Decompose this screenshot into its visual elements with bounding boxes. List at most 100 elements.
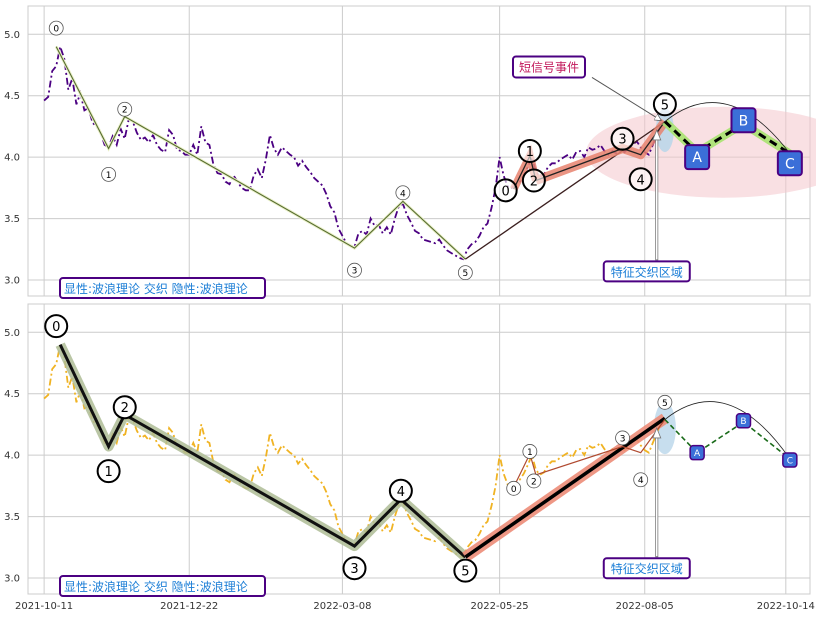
short-wave-label-circle <box>615 430 630 446</box>
short-wave-label: 5 <box>662 399 668 409</box>
short-wave-label-circle <box>526 473 542 489</box>
short-wave-label: 5 <box>661 98 669 113</box>
legend-box <box>59 277 266 299</box>
short-wave-label-circle <box>652 92 677 117</box>
x-tick-label: 2022-08-05 <box>616 601 674 612</box>
wave-label: 3 <box>350 562 358 577</box>
wave-line <box>58 343 467 559</box>
projection-line <box>664 418 791 460</box>
y-tick-label: 3.5 <box>4 214 20 225</box>
short-wave-label: 3 <box>618 133 626 148</box>
wave-label-circle <box>342 556 367 581</box>
wave-label-circle <box>96 459 121 484</box>
y-tick-label: 5.0 <box>4 30 20 41</box>
wave-label-circle <box>395 185 411 201</box>
zone-label: 特征交织区域 <box>611 561 683 576</box>
zone-label: 特征交织区域 <box>611 264 683 279</box>
wave-label-circle <box>44 314 69 339</box>
projection-label: A <box>692 150 702 166</box>
short-wave-line <box>513 419 666 488</box>
zone-label-box <box>602 260 691 283</box>
wave-label: 2 <box>121 401 129 416</box>
wave-label: 2 <box>122 106 128 116</box>
wave-label: 4 <box>400 189 406 199</box>
wave-label-circle <box>457 265 473 281</box>
short-wave-label: 0 <box>502 184 510 199</box>
wave-label: 0 <box>52 320 60 335</box>
short-wave-label-circle <box>521 168 546 193</box>
projection-label: B <box>740 417 746 427</box>
wave-label-circle <box>453 558 478 583</box>
panel-frame <box>27 303 811 595</box>
projection-box <box>730 107 757 134</box>
projection-label: B <box>739 113 749 129</box>
y-tick-label: 3.0 <box>4 276 20 287</box>
short-wave-label: 4 <box>638 476 644 486</box>
projection-line <box>663 120 791 155</box>
wave-label-circle <box>101 166 117 182</box>
wave-label: 4 <box>397 485 405 500</box>
wave-label: 1 <box>104 465 112 480</box>
projection-label: A <box>694 449 701 459</box>
bottom-panel: 3.0 3.5 4.0 4.5 5.0 0 1 2 3 4 5 0 1 2 3 4 5 A B C 特征交织区域显性:波… <box>4 303 811 597</box>
x-axis: 2021-10-11 2021-12-22 2022-03-08 2022-05-25… <box>15 601 815 612</box>
x-tick-label: 2022-10-14 <box>757 601 815 612</box>
y-tick-label: 3.5 <box>4 512 20 523</box>
zone-label-box <box>602 557 691 580</box>
wave-label-circle <box>117 101 133 117</box>
y-tick-label: 4.0 <box>4 451 20 462</box>
short-wave-label: 0 <box>511 485 517 495</box>
short-wave-label-circle <box>517 139 542 163</box>
short-wave-label: 2 <box>530 174 538 189</box>
wave-label-circle <box>112 395 137 420</box>
projection-box <box>689 444 705 461</box>
wave-label-circle <box>48 20 64 36</box>
event-arrow <box>591 77 661 120</box>
projection-box <box>684 144 711 171</box>
x-tick-label: 2021-12-22 <box>160 601 218 612</box>
x-tick-label: 2022-05-25 <box>471 601 529 612</box>
short-wave-label-circle <box>657 394 673 410</box>
y-tick-label: 4.0 <box>4 153 20 164</box>
legend-label: 显性:波浪理论 交织 隐性:波浪理论 <box>64 281 248 296</box>
x-tick-label: 2022-03-08 <box>313 601 371 612</box>
legend-label: 显性:波浪理论 交织 隐性:波浪理论 <box>64 579 248 594</box>
short-wave-label-circle <box>506 480 522 496</box>
trend-line <box>464 416 666 559</box>
x-tick-label: 2021-10-11 <box>15 601 73 612</box>
wave-label: 1 <box>106 171 112 181</box>
short-wave-label-circle <box>610 126 635 151</box>
wave-label-circle <box>388 478 413 503</box>
event-label-box <box>511 55 586 79</box>
price-series-line <box>43 341 666 559</box>
y-tick-label: 4.5 <box>4 389 20 400</box>
projection-box <box>735 412 752 429</box>
projection-label: C <box>787 457 793 467</box>
projection-arc <box>664 102 791 154</box>
short-wave-label-circle <box>522 444 538 459</box>
short-wave-label: 4 <box>637 173 645 188</box>
top-panel: 3.0 3.5 4.0 4.5 5.0 0 1 2 3 4 5 0 1 2 3 4 5 A B C 特征交织区域显性:波… <box>4 5 816 299</box>
short-wave-label: 2 <box>531 477 537 487</box>
short-wave-label: 1 <box>526 145 534 160</box>
short-wave-label: 1 <box>527 448 533 458</box>
wave-label: 5 <box>462 269 468 279</box>
projection-arc <box>664 401 791 460</box>
y-tick-label: 3.0 <box>4 574 20 585</box>
short-wave-label: 3 <box>620 434 626 444</box>
short-wave-label-circle <box>633 472 649 488</box>
wave-label: 5 <box>461 565 469 580</box>
projection-label: C <box>785 156 795 172</box>
y-tick-label: 5.0 <box>4 328 20 339</box>
wave-label-circle <box>347 262 362 278</box>
zone-pointer-head <box>652 129 662 141</box>
price-series-line <box>43 43 666 261</box>
short-wave-label-circle <box>628 167 653 192</box>
wave-line <box>55 46 466 260</box>
legend-box <box>59 575 266 597</box>
y-tick-label: 4.5 <box>4 91 20 102</box>
event-label: 短信号事件 <box>519 60 579 74</box>
wave-label: 0 <box>53 25 59 35</box>
projection-box <box>782 452 798 468</box>
